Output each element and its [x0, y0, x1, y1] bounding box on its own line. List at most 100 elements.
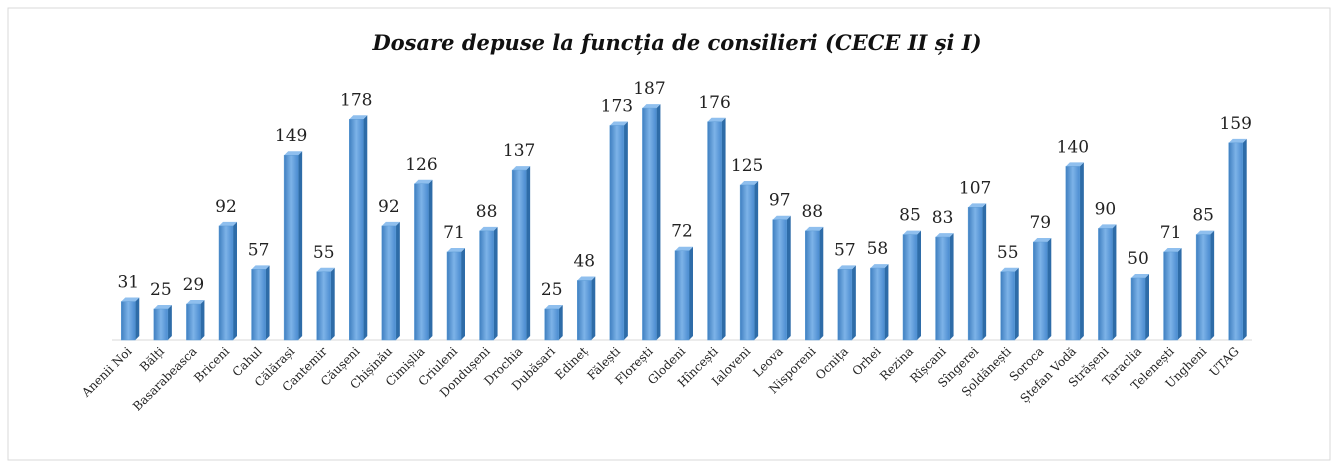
bar: [1000, 271, 1015, 341]
bar-side: [656, 104, 661, 341]
bar-top: [1065, 162, 1084, 167]
bar: [1130, 277, 1146, 341]
bar-side: [884, 264, 889, 340]
bar: [1065, 166, 1081, 341]
bar: [446, 251, 462, 341]
bar: [479, 230, 494, 341]
bar-top: [805, 226, 824, 231]
bar-top: [544, 305, 563, 309]
bar-top: [968, 203, 987, 208]
value-label: 85: [1192, 206, 1214, 226]
value-label: 31: [117, 273, 139, 293]
bar-top: [251, 265, 270, 270]
bar-top: [121, 297, 140, 302]
bar-side: [1242, 138, 1247, 340]
value-label: 25: [541, 280, 563, 300]
bar: [381, 225, 397, 341]
bar-top: [1000, 267, 1019, 272]
value-label: 85: [899, 206, 921, 226]
bar-side: [1112, 224, 1117, 340]
bar-side: [265, 265, 270, 340]
bar: [1098, 228, 1113, 341]
bar: [1228, 142, 1243, 341]
value-label: 57: [834, 240, 856, 260]
bar-side: [754, 181, 759, 340]
bar-side: [1210, 230, 1215, 340]
bar-side: [819, 226, 824, 340]
bar-side: [526, 166, 531, 340]
bar-top: [740, 181, 759, 185]
bar-top: [447, 247, 465, 252]
bar: [577, 280, 592, 341]
bar: [414, 183, 429, 341]
bar-top: [512, 166, 531, 171]
bar-top: [675, 246, 693, 251]
bar: [1163, 251, 1178, 341]
bar-side: [689, 246, 693, 340]
chart-title: Dosare depuse la funcția de consilieri (…: [371, 30, 981, 55]
bar-top: [381, 221, 400, 226]
bar-side: [623, 121, 628, 340]
bar: [1033, 241, 1048, 341]
bar-top: [316, 267, 335, 272]
value-label: 71: [443, 223, 465, 243]
bar-top: [349, 115, 368, 120]
value-label: 88: [801, 202, 823, 222]
value-label: 92: [378, 197, 400, 217]
bar-side: [721, 117, 726, 340]
bar: [739, 184, 755, 341]
value-label: 176: [698, 93, 730, 113]
value-label: 58: [867, 239, 889, 259]
bar-top: [707, 117, 726, 122]
bar-top: [153, 305, 172, 309]
value-label: 107: [959, 178, 991, 198]
value-label: 48: [573, 251, 595, 271]
bar: [251, 269, 266, 341]
bar: [805, 230, 820, 341]
value-label: 159: [1219, 114, 1251, 134]
value-label: 79: [1029, 213, 1051, 233]
value-label: 55: [313, 243, 335, 263]
value-label: 57: [248, 240, 270, 260]
value-label: 88: [476, 202, 498, 222]
bar-top: [479, 226, 498, 231]
bar: [870, 267, 885, 341]
value-label: 83: [932, 208, 954, 228]
bar-side: [786, 215, 791, 340]
bar-top: [1098, 224, 1117, 229]
bar-top: [609, 121, 628, 126]
value-label: 125: [731, 156, 763, 176]
value-label: 140: [1057, 137, 1089, 157]
bar: [121, 301, 136, 341]
bar-top: [1131, 274, 1149, 278]
value-label: 50: [1127, 249, 1149, 269]
bar-top: [1163, 247, 1182, 252]
bar: [283, 154, 299, 341]
bar-side: [982, 203, 987, 340]
bar: [642, 107, 657, 341]
bar-side: [591, 276, 596, 340]
bar-side: [330, 267, 335, 340]
bar-top: [414, 179, 433, 184]
value-label: 90: [1095, 199, 1117, 219]
bar-top: [837, 265, 856, 270]
bar-top: [903, 230, 921, 235]
bar-side: [363, 115, 368, 340]
bar-side: [493, 226, 498, 340]
bar-top: [1196, 230, 1215, 235]
bar-top: [577, 276, 596, 281]
bar-top: [1033, 238, 1052, 243]
bar-side: [135, 297, 140, 340]
bar: [316, 271, 331, 341]
bar-top: [642, 104, 661, 109]
bar-side: [1079, 162, 1084, 340]
bar-top: [284, 151, 303, 156]
bar: [218, 225, 234, 341]
value-label: 25: [150, 280, 172, 300]
value-label: 173: [601, 96, 633, 116]
bar: [674, 250, 690, 341]
bar-top: [772, 215, 791, 220]
bar: [544, 308, 559, 341]
value-label: 92: [215, 197, 237, 217]
